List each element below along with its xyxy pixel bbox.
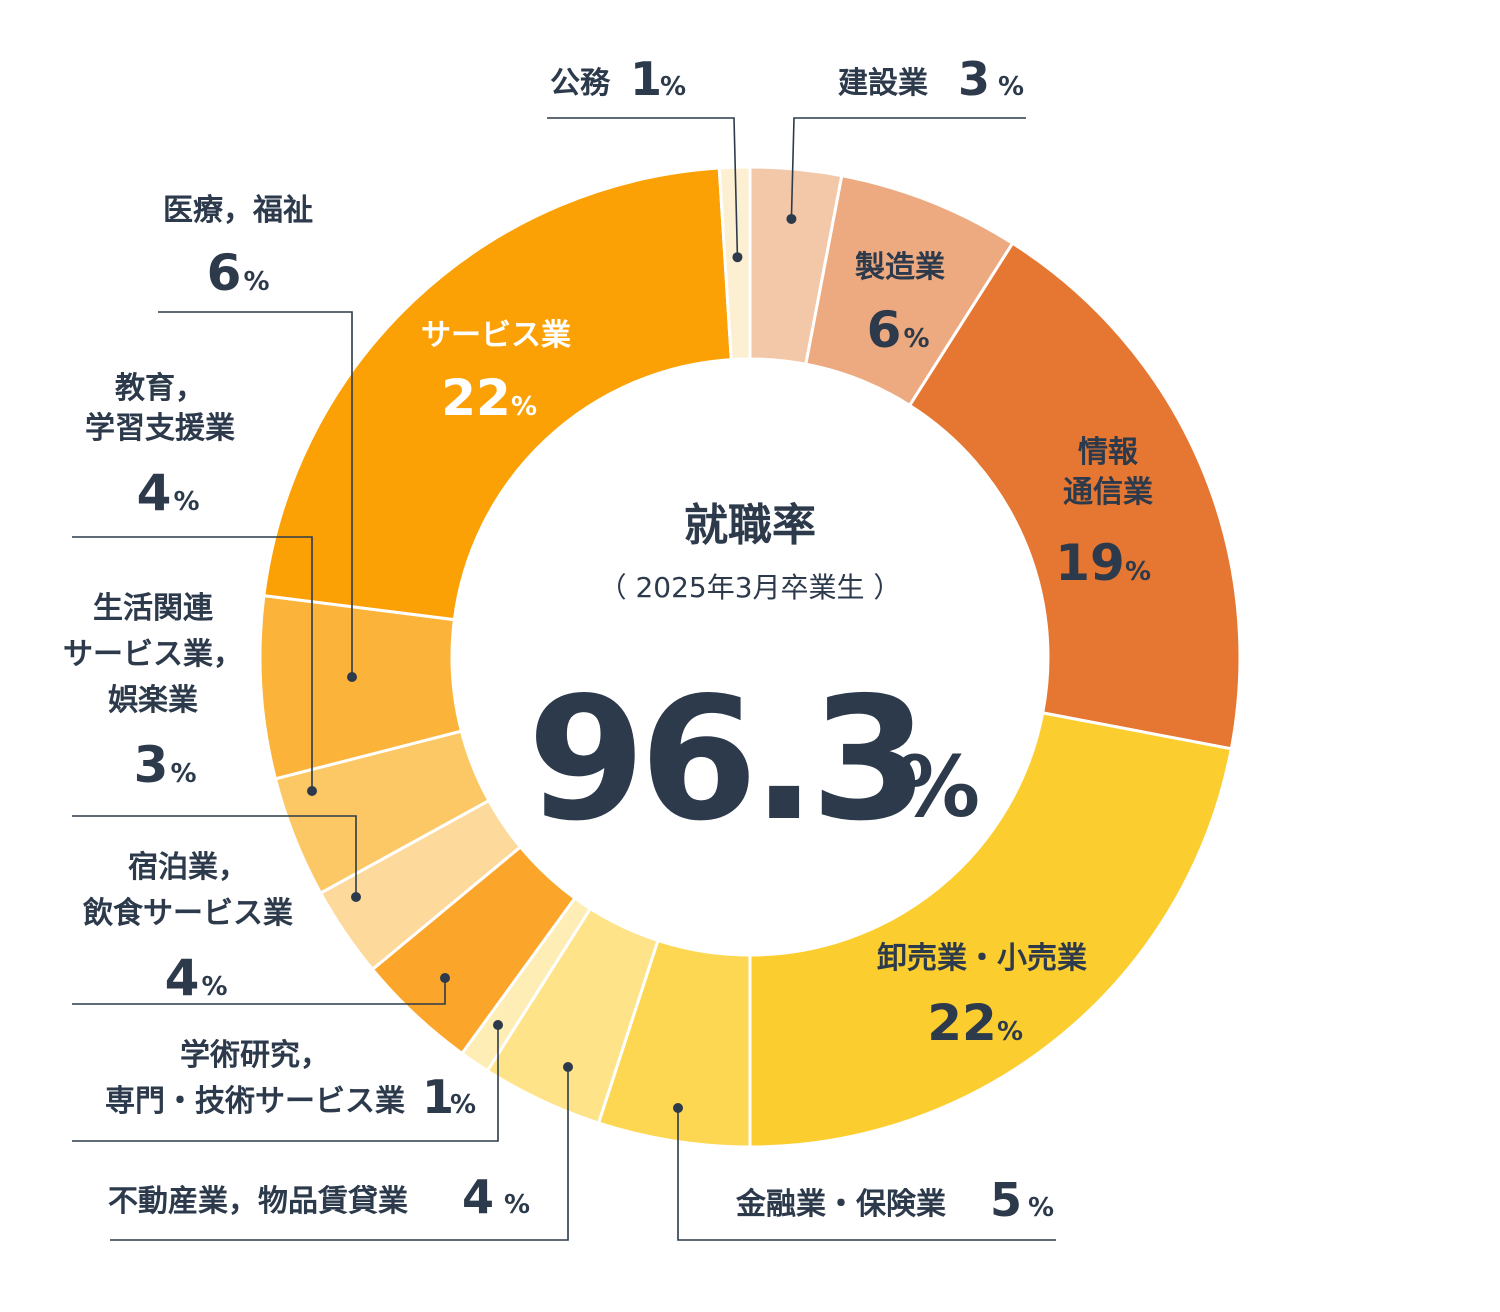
center-rate-value: 96.3 [527,661,922,859]
label-unit-seizou: % [904,324,930,354]
label-unit-service: % [511,392,537,422]
center-rate-unit: % [896,738,980,836]
slice-joho [907,241,1242,751]
label-unit-shukuhaku: % [202,972,228,1002]
leader-fudosan [110,1062,573,1241]
center-label: 就職率 （ 2025年3月卒業生 ） 96.3 % [527,500,980,859]
label-unit-koumu: % [660,72,686,102]
center-subtitle: （ 2025年3月卒業生 ） [599,571,902,604]
leader-iryo [158,311,357,682]
label-unit-seikatsu: % [171,759,197,789]
label-iryo: 医療，福祉 6% [163,193,313,302]
label-kensetsu: 建設業 3% [838,52,1024,106]
donut-slices [258,165,1242,1149]
label-value-seikatsu: 3 [134,736,169,794]
slice-oroshi [748,711,1234,1149]
label-unit-iryo: % [244,267,270,297]
label-text-kyoiku: 教育， [115,371,205,406]
label-text-gakujutsu: 学術研究， [180,1038,330,1073]
label-unit-kyoiku: % [174,487,200,517]
leader-seikatsu [72,815,361,902]
leader-kyoiku [72,536,317,796]
leader-lines [72,117,1056,1241]
label-text-iryo: 医療，福祉 [163,193,313,228]
label-text-oroshi: 卸売業・小売業 [877,941,1087,976]
label-text-fudosan: 不動産業，物品賃貸業 [108,1184,408,1219]
label-text-kinyu: 金融業・保険業 [735,1187,946,1222]
label-text-kyoiku: 学習支援業 [85,411,235,446]
label-text-shukuhaku: 宿泊業， [128,850,248,885]
label-oroshi: 卸売業・小売業 22% [877,941,1087,1052]
label-text-seikatsu: 娯楽業 [108,683,198,718]
leader-shukuhaku [72,973,450,1005]
label-value-shukuhaku: 4 [165,949,200,1007]
label-value-joho: 19 [1055,534,1125,592]
label-text-gakujutsu: 専門・技術サービス業 [105,1084,405,1119]
label-text-joho: 情報 [1078,435,1139,470]
label-value-oroshi: 22 [927,994,997,1052]
label-value-fudosan: 4 [462,1170,494,1224]
label-value-kensetsu: 3 [958,52,990,106]
label-unit-fudosan: % [504,1190,530,1220]
slice-koumu [717,165,752,362]
label-text-joho: 通信業 [1063,475,1153,510]
label-unit-kinyu: % [1028,1193,1054,1223]
center-title: 就職率 [684,500,816,551]
label-value-gakujutsu: 1 [422,1070,454,1124]
label-unit-gakujutsu: % [450,1090,476,1120]
label-value-seizou: 6 [867,301,902,359]
label-text-koumu: 公務 [550,66,611,101]
center-rate: 96.3 [527,661,922,859]
label-value-iryo: 6 [207,244,242,302]
label-text-kensetsu: 建設業 [838,66,928,101]
leader-kensetsu [786,117,1026,224]
label-value-kyoiku: 4 [137,464,172,522]
label-kyoiku: 教育， 学習支援業 4% [85,371,235,522]
label-value-kinyu: 5 [990,1173,1022,1227]
label-unit-kensetsu: % [998,72,1024,102]
leader-koumu [547,117,743,263]
label-text-seizou: 製造業 [855,250,945,285]
slice-service [262,166,733,622]
leader-kinyu [673,1103,1056,1241]
label-koumu: 公務 1% [550,52,686,106]
label-text-seikatsu: サービス業， [63,637,243,672]
label-value-koumu: 1 [630,52,662,106]
label-text-service: サービス業 [421,318,571,353]
label-text-seikatsu: 生活関連 [93,591,214,626]
label-value-service: 22 [441,369,511,427]
label-kinyu: 金融業・保険業 5% [735,1173,1054,1227]
leader-gakujutsu [72,1020,503,1142]
label-fudosan: 不動産業，物品賃貸業 4% [108,1170,530,1224]
label-unit-joho: % [1125,557,1151,587]
label-gakujutsu: 学術研究， 専門・技術サービス業 1% [105,1038,476,1124]
label-text-shukuhaku: 飲食サービス業 [83,896,293,931]
label-seizou: 製造業 6% [855,250,945,359]
label-service: サービス業 22% [421,318,571,427]
label-unit-oroshi: % [997,1017,1023,1047]
label-shukuhaku: 宿泊業， 飲食サービス業 4% [83,850,293,1007]
